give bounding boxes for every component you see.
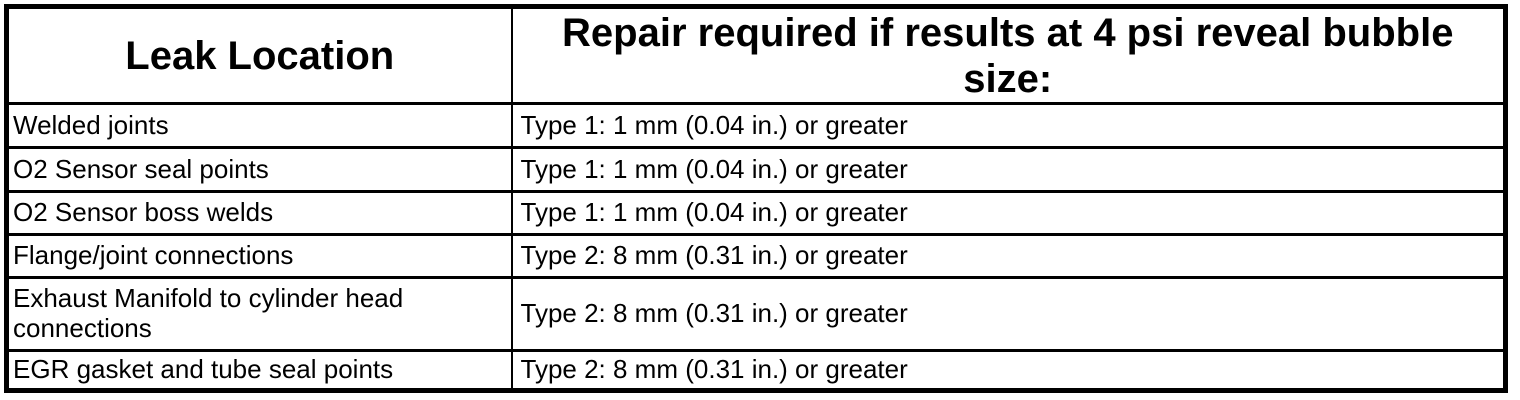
cell-leak-location: Flange/joint connections (5, 233, 513, 279)
column-header-leak-location: Leak Location (5, 5, 513, 105)
table-row: Flange/joint connections Type 2: 8 mm (0… (5, 233, 1507, 279)
column-header-repair-required: Repair required if results at 4 psi reve… (510, 5, 1507, 105)
table-header-row: Leak Location Repair required if results… (5, 5, 1507, 105)
cell-repair-required: Type 2: 8 mm (0.31 in.) or greater (510, 233, 1507, 279)
table-row: Welded joints Type 1: 1 mm (0.04 in.) or… (5, 101, 1507, 150)
cell-leak-location: O2 Sensor seal points (5, 146, 513, 193)
cell-leak-location: Exhaust Manifold to cylinder head connec… (5, 275, 513, 352)
cell-repair-required: Type 1: 1 mm (0.04 in.) or greater (510, 146, 1507, 193)
table-row: EGR gasket and tube seal points Type 2: … (5, 348, 1507, 393)
cell-leak-location: Welded joints (5, 101, 513, 150)
table-row: O2 Sensor seal points Type 1: 1 mm (0.04… (5, 146, 1507, 193)
cell-repair-required: Type 2: 8 mm (0.31 in.) or greater (510, 348, 1507, 393)
leak-repair-table: Leak Location Repair required if results… (4, 4, 1508, 393)
cell-leak-location: EGR gasket and tube seal points (5, 348, 513, 393)
table-row: O2 Sensor boss welds Type 1: 1 mm (0.04 … (5, 189, 1507, 237)
table-row: Exhaust Manifold to cylinder head connec… (5, 275, 1507, 352)
cell-repair-required: Type 2: 8 mm (0.31 in.) or greater (510, 275, 1507, 352)
cell-leak-location: O2 Sensor boss welds (5, 189, 513, 237)
cell-repair-required: Type 1: 1 mm (0.04 in.) or greater (510, 189, 1507, 237)
cell-repair-required: Type 1: 1 mm (0.04 in.) or greater (510, 101, 1507, 150)
